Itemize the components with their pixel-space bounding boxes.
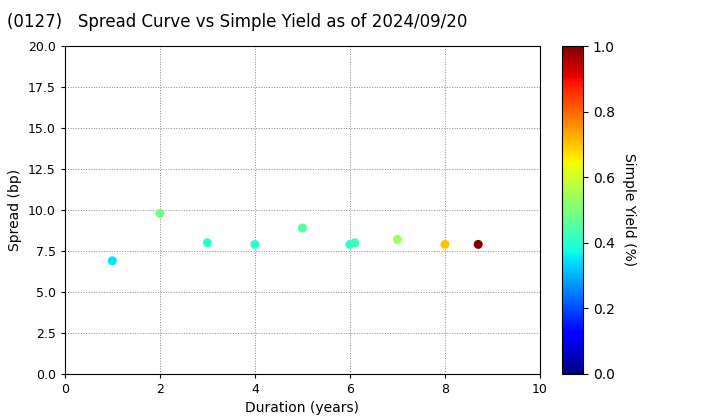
Point: [392, 236, 403, 243]
Point: [202, 239, 213, 246]
Text: (0127)   Spread Curve vs Simple Yield as of 2024/09/20: (0127) Spread Curve vs Simple Yield as o…: [7, 13, 467, 31]
Point: [344, 241, 356, 248]
Point: [249, 241, 261, 248]
Point: [349, 239, 361, 246]
Point: [472, 241, 484, 248]
Y-axis label: Simple Yield (%): Simple Yield (%): [622, 153, 636, 267]
Point: [297, 225, 308, 231]
Point: [154, 210, 166, 217]
Y-axis label: Spread (bp): Spread (bp): [9, 169, 22, 251]
Point: [439, 241, 451, 248]
Point: [107, 257, 118, 264]
X-axis label: Duration (years): Duration (years): [246, 402, 359, 415]
